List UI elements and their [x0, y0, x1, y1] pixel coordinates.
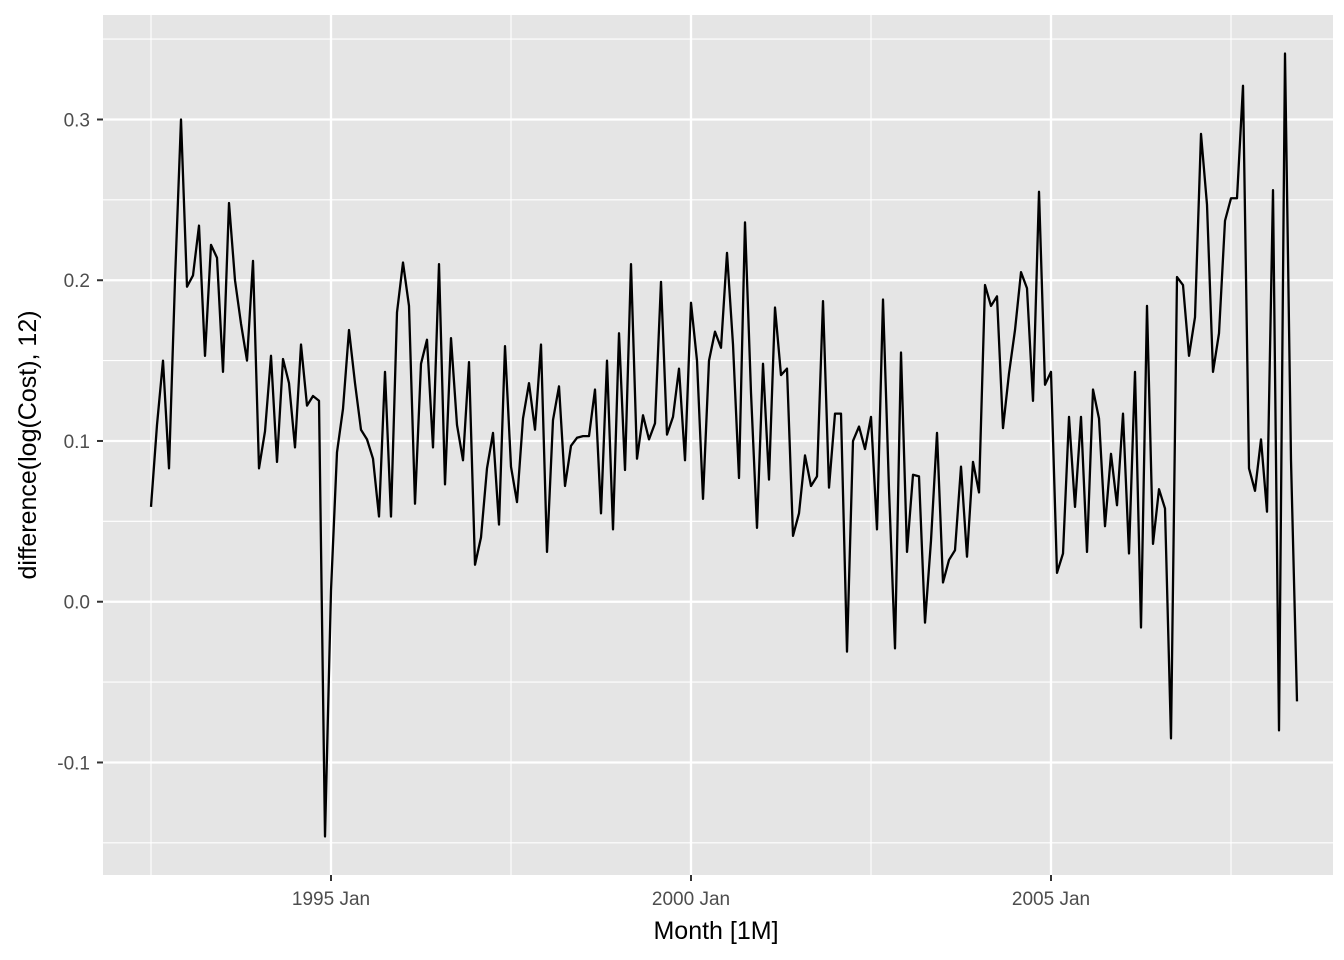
y-tick-label: -0.1: [57, 753, 90, 774]
y-axis: -0.1 0.0 0.1 0.2 0.3: [57, 110, 103, 774]
y-tick-label: 0.3: [64, 110, 90, 131]
x-tick-label: 2000 Jan: [652, 889, 730, 910]
y-axis-title: difference(log(Cost), 12): [14, 310, 42, 579]
series-line: [149, 52, 1299, 838]
x-axis: 1995 Jan 2000 Jan 2005 Jan: [292, 875, 1090, 910]
y-tick-label: 0.0: [64, 593, 90, 614]
x-tick-label: 1995 Jan: [292, 889, 370, 910]
x-tick-label: 2005 Jan: [1012, 889, 1090, 910]
y-tick-label: 0.1: [64, 432, 90, 453]
major-gridlines: [103, 15, 1333, 875]
x-axis-title: Month [1M]: [653, 917, 778, 945]
minor-gridlines: [103, 15, 1333, 875]
y-tick-label: 0.2: [64, 271, 90, 292]
plot-panel: [103, 15, 1333, 875]
